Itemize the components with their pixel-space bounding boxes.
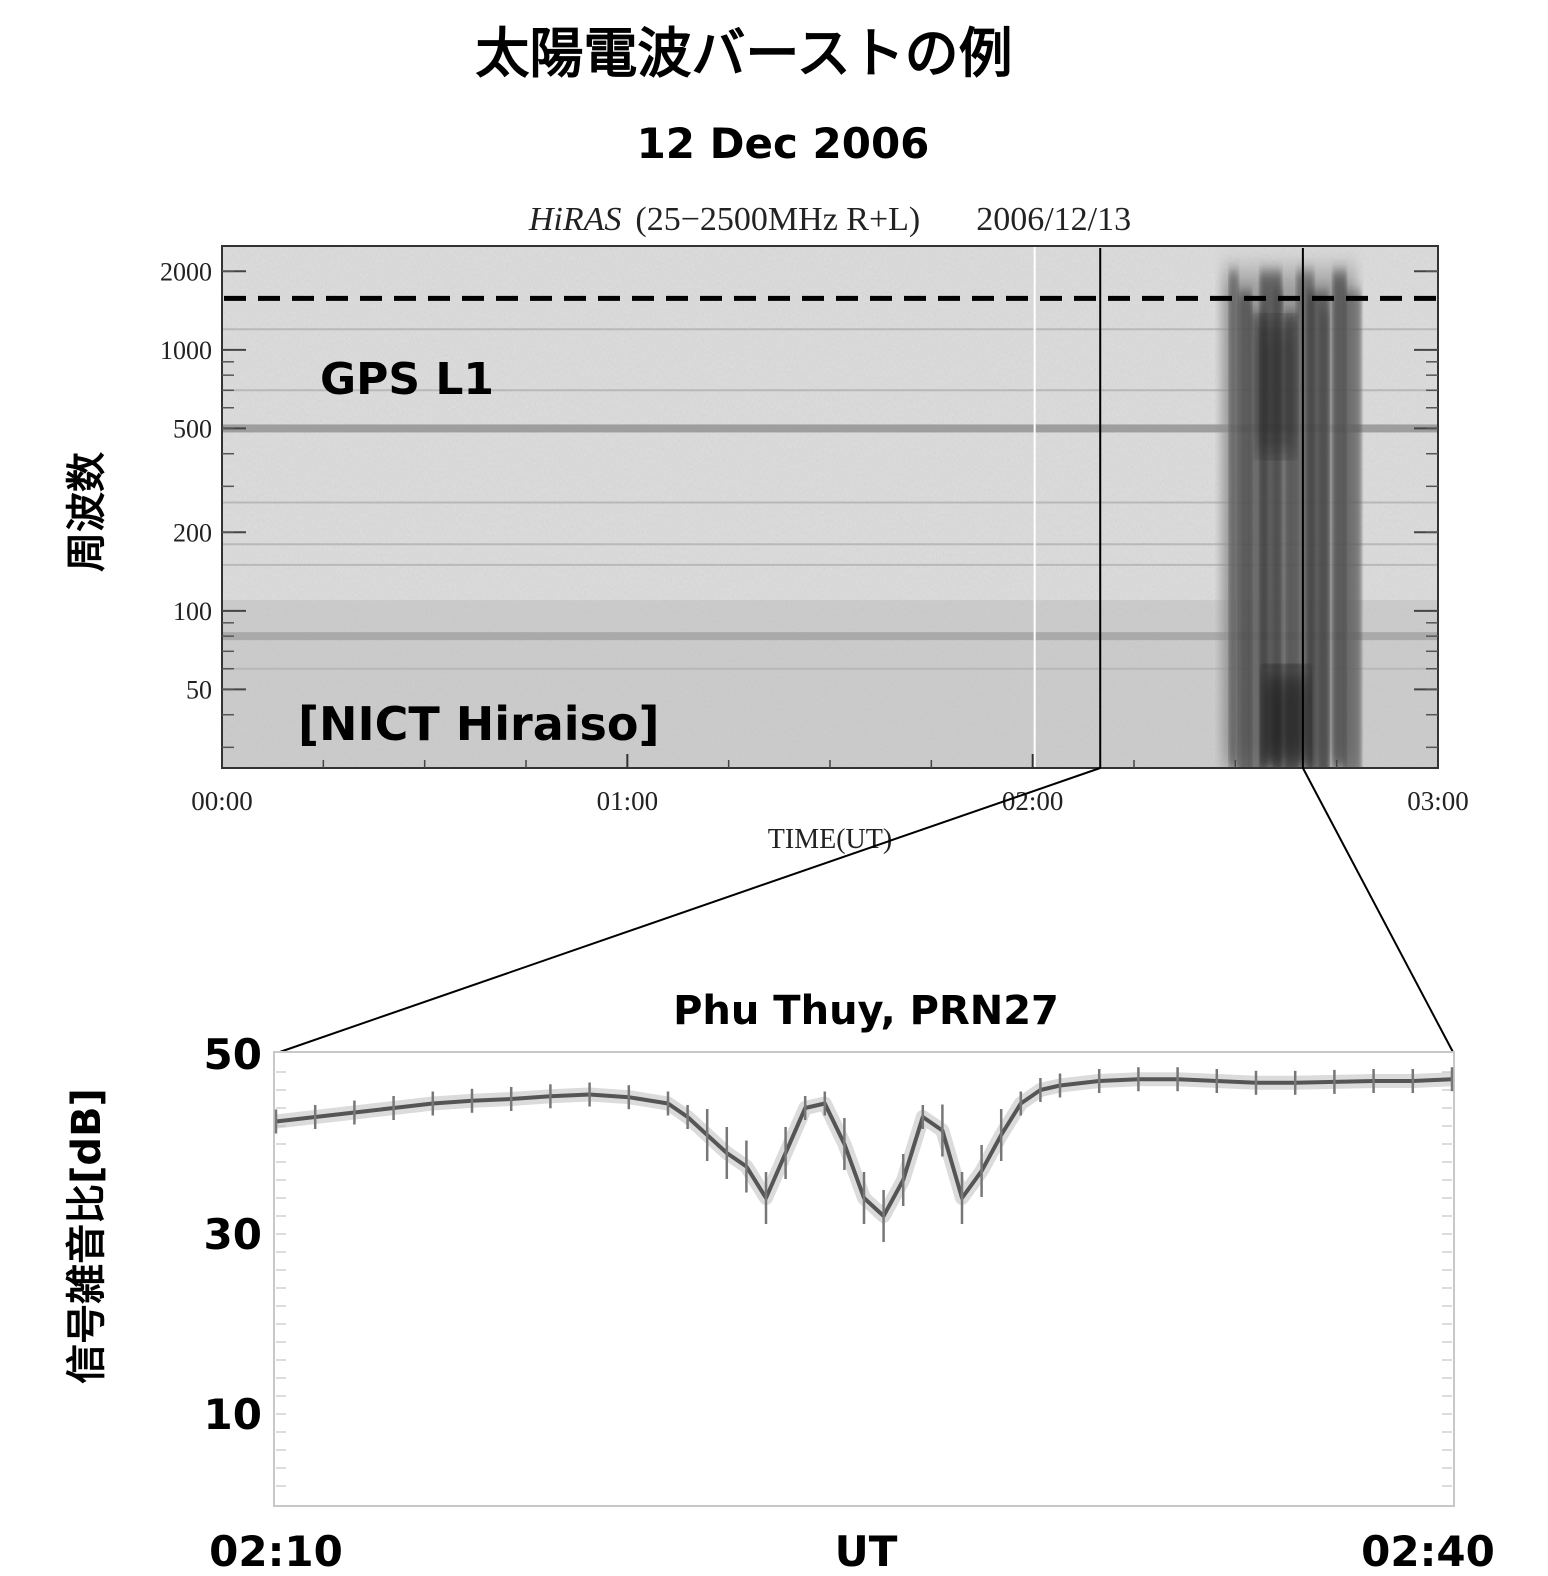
snr-y-tick-label: 50 — [204, 1030, 262, 1079]
snr-chart: Phu Thuy, PRN27 50 30 10 02:10 02:40 UT 信号雑… — [64, 988, 1495, 1576]
burst-core-high — [1255, 320, 1297, 454]
burst-core-low — [1262, 668, 1310, 768]
snr-y-label: 信号雑音比[dB] — [64, 1088, 110, 1384]
snr-x-label: UT — [835, 1527, 898, 1576]
interference-band — [222, 632, 1438, 641]
snr-x-tick-label: 02:40 — [1361, 1527, 1495, 1576]
page-title: 太陽電波バーストの例 — [475, 22, 1012, 85]
burst-streak — [1238, 291, 1253, 768]
page-subtitle: 12 Dec 2006 — [637, 119, 930, 168]
snr-y-tick-label: 30 — [204, 1210, 262, 1259]
snr-plot-area — [273, 1051, 1455, 1507]
gps-l1-label: GPS L1 — [320, 354, 494, 405]
spectrogram-title-date: 2006/12/13 — [976, 201, 1131, 238]
spectrogram-title-band: (25−2500MHz R+L) — [635, 201, 920, 238]
snr-y-tick-label: 10 — [204, 1390, 262, 1439]
spectrogram-y-axis: 2000 1000 500 200 100 50 — [160, 257, 1438, 749]
spectrogram-y-tick-label: 200 — [173, 518, 212, 547]
spectrogram-x-tick-label: 03:00 — [1407, 786, 1469, 816]
burst-streak — [1273, 291, 1284, 768]
spectrogram-title: HiRAS (25−2500MHz R+L) 2006/12/13 — [528, 201, 1131, 238]
snr-y-axis: 50 30 10 — [204, 1030, 262, 1439]
spectrogram-x-axis: 00:00 01:00 02:00 03:00 — [191, 754, 1469, 816]
snr-minor-ticks — [276, 1071, 1452, 1487]
spectrogram-y-tick-label: 2000 — [160, 257, 212, 286]
burst-streak — [1332, 271, 1347, 768]
spectrogram-x-tick-label: 01:00 — [597, 786, 659, 816]
zoom-connector-left — [273, 767, 1101, 1055]
zoom-connector-right — [1302, 767, 1455, 1055]
spectrogram-y-tick-label: 100 — [173, 597, 212, 626]
burst-streak — [1343, 291, 1362, 768]
snr-x-axis: 02:10 02:40 — [209, 1527, 1495, 1576]
snr-title: Phu Thuy, PRN27 — [673, 988, 1059, 1034]
snr-series-spikes — [274, 1067, 1454, 1242]
spectrogram-y-tick-label: 500 — [173, 414, 212, 443]
burst-streak — [1319, 311, 1330, 768]
spectrogram-x-label: TIME(UT) — [768, 824, 892, 855]
burst-streak — [1228, 271, 1239, 768]
spectrogram-y-tick-label: 1000 — [160, 336, 212, 365]
radio-burst — [1221, 271, 1362, 768]
spectrogram-y-label: 周波数 — [64, 452, 110, 572]
spectrogram-x-tick-label: 00:00 — [191, 786, 253, 816]
snr-x-tick-label: 02:10 — [209, 1527, 343, 1576]
interference-band — [222, 424, 1438, 433]
spectrogram-title-instrument: HiRAS — [528, 201, 622, 238]
spectrogram-y-tick-label: 50 — [186, 675, 212, 704]
spectrogram-chart: HiRAS (25−2500MHz R+L) 2006/12/13 20001000… — [64, 201, 1469, 855]
nict-hiraiso-label: [NICT Hiraiso] — [298, 697, 660, 751]
